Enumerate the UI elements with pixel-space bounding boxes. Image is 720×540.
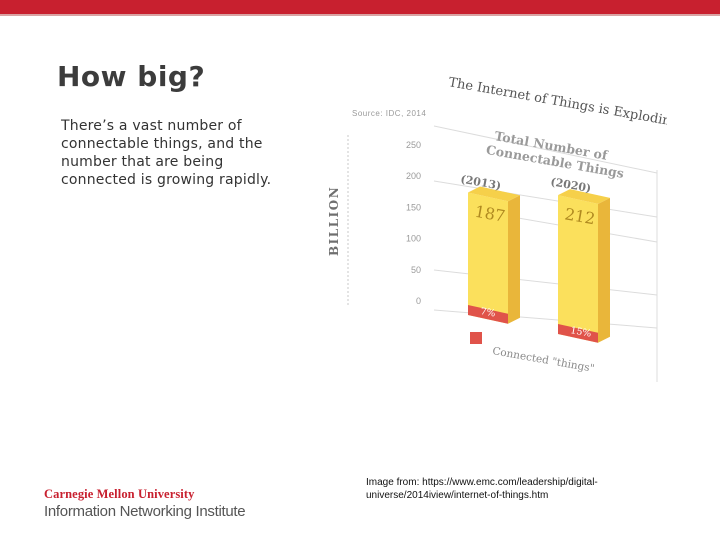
iot-chart: Source: IDC, 2014 BILLION The Internet o… (322, 70, 667, 395)
perspective-rule-4 (433, 309, 658, 329)
y-axis-label: BILLION (327, 186, 341, 256)
slide-title: How big? (57, 60, 206, 93)
legend-label: Connected "things" (491, 345, 595, 375)
y-tick-label: 150 (406, 202, 421, 212)
y-tick-label: 50 (411, 265, 421, 275)
chart-svg: Source: IDC, 2014 BILLION The Internet o… (327, 75, 667, 382)
legend-swatch (470, 332, 482, 344)
cmu-ini-logo: Carnegie Mellon University Information N… (44, 487, 284, 521)
chart-title: The Internet of Things is Exploding (447, 75, 667, 130)
logo-university-name: Carnegie Mellon University (44, 487, 195, 501)
bar-connected-band (558, 324, 598, 343)
bar-connected-percent: 15% (569, 325, 592, 340)
bar-side-face (598, 197, 610, 343)
perspective-rule-0 (433, 125, 658, 174)
chart-source: Source: IDC, 2014 (352, 109, 426, 118)
top-accent-line (0, 14, 720, 16)
slide-body-text: There’s a vast number of connectable thi… (61, 118, 272, 188)
y-tick-label: 250 (406, 140, 421, 150)
y-tick-label: 0 (416, 296, 421, 306)
bar-front-face (558, 195, 598, 343)
chart-subtitle: Total Number ofConnectable Things (485, 127, 628, 181)
logo-institute-name: Information Networking Institute (44, 503, 246, 520)
y-tick-label: 200 (406, 171, 421, 181)
bar-top-face (468, 186, 520, 202)
bar-connected-band (468, 305, 508, 324)
perspective-rule-3 (433, 269, 658, 296)
y-axis-ticks: 0 50 100 150 200 250 (406, 140, 421, 306)
bar-top-face (558, 189, 610, 204)
bar-front-face (468, 192, 508, 324)
bar-side-face (508, 195, 520, 324)
bar-connected-percent: 7% (479, 306, 496, 319)
chart-legend: Connected "things" (470, 332, 595, 375)
y-tick-label: 100 (406, 234, 421, 244)
perspective-rule-1 (433, 180, 658, 218)
top-accent-bar (0, 0, 720, 14)
image-credit: Image from: https://www.emc.com/leadersh… (366, 477, 598, 501)
